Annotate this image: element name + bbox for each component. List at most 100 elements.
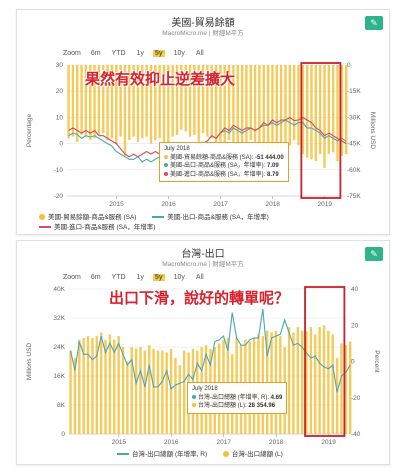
bar (169, 348, 173, 434)
legend-item[interactable]: 美國-進口-商品&服務 (SA，年增率) (39, 221, 155, 231)
range-1y-button[interactable]: 1y (136, 274, 144, 281)
bar (165, 352, 168, 434)
bar (188, 65, 192, 137)
chart-panel-tw-export: 台灣-出口 MacroMicro.me | 財經M平方 ✎ Zoom 6m YT… (16, 240, 390, 465)
range-all-button[interactable]: All (195, 50, 204, 57)
bar (266, 65, 270, 153)
bar (240, 65, 244, 144)
bar (158, 65, 161, 139)
bar (318, 65, 322, 155)
bar (335, 357, 339, 434)
y-tick-label-left: 8K (57, 402, 66, 409)
bar (232, 65, 235, 142)
y-tick-label-right: -40 (351, 431, 361, 438)
bar (69, 350, 72, 434)
y-tick-label-right: -75K (347, 193, 361, 200)
y-tick-label-left: 0 (61, 431, 65, 438)
bar (152, 348, 155, 434)
chart-subtitle: MacroMicro.me | 財經M平方 (162, 30, 244, 37)
bar (287, 327, 291, 434)
edit-pencil-icon[interactable]: ✎ (365, 247, 383, 261)
tooltip-dot-icon (164, 163, 168, 168)
bar (149, 65, 153, 144)
bar (314, 334, 317, 434)
bar (97, 65, 101, 135)
tooltip-row: 台灣-出口總額 (年增率, R): 4.69 (192, 394, 282, 403)
bar (121, 347, 125, 434)
bar (119, 65, 122, 137)
range-ytd-button[interactable]: YTD (111, 50, 126, 57)
chart-tooltip: July 2018 台灣-出口總額 (年增率, R): 4.69 台灣-出口總額… (187, 382, 288, 414)
legend-item[interactable]: 台灣-出口總額 (年增率, R) (117, 448, 207, 458)
edit-pencil-icon[interactable]: ✎ (365, 16, 383, 30)
bar (253, 65, 257, 142)
bar (305, 331, 308, 434)
x-tick-label: 2015 (112, 439, 127, 446)
y-tick-label-right: -15K (347, 88, 361, 95)
tooltip-dot-icon (164, 154, 168, 159)
bar (331, 65, 335, 153)
bar (139, 347, 142, 434)
highlight-box (300, 62, 342, 199)
bar (78, 339, 81, 434)
range-6m-button[interactable]: 6m (90, 50, 101, 57)
range-10y-button[interactable]: 10y (173, 50, 185, 57)
bar (180, 65, 183, 130)
y-tick-label-left: -10 (54, 167, 64, 174)
bar (271, 65, 274, 158)
bar (91, 337, 94, 434)
tooltip-dot-icon (192, 394, 196, 399)
range-6m-button[interactable]: 6m (90, 274, 101, 281)
bar (130, 347, 133, 434)
tooltip-dot-icon (164, 171, 168, 176)
bar (93, 65, 96, 139)
range-all-button[interactable]: All (195, 274, 204, 281)
bar (340, 65, 344, 156)
y-axis-title-left: Millions USD (26, 343, 33, 381)
range-5y-button[interactable]: 5y (152, 50, 165, 57)
y-tick-label-right: -45K (347, 141, 361, 148)
bar (182, 350, 186, 434)
bar (292, 332, 295, 434)
bar (284, 65, 287, 151)
bar (336, 65, 339, 162)
legend-item[interactable]: 台灣-出口總額 (L) (222, 448, 283, 458)
bar (82, 337, 85, 434)
bar (323, 65, 326, 169)
bar (314, 65, 318, 162)
bar (262, 65, 265, 149)
y-tick-label-left: 10 (56, 114, 64, 121)
x-tick-label: 2019 (321, 439, 336, 446)
bar (206, 65, 209, 137)
highlight-box (304, 286, 346, 437)
bar (327, 330, 330, 434)
bar (95, 336, 98, 434)
range-ytd-button[interactable]: YTD (111, 274, 126, 281)
bar (344, 345, 348, 434)
bar (86, 336, 90, 434)
zoom-label: Zoom (63, 50, 81, 57)
x-tick-label: 2017 (217, 439, 232, 446)
range-1y-button[interactable]: 1y (136, 50, 144, 57)
range-10y-button[interactable]: 10y (173, 274, 185, 281)
legend-item[interactable]: 美國-出口-商品&服務 (SA，年增率) (152, 211, 269, 221)
chart-panel-us-trade: 美國-貿易餘額 MacroMicro.me | 財經M平方 ✎ Zoom 6m … (16, 9, 390, 235)
bar (174, 357, 177, 434)
chart-title: 美國-貿易餘額 (171, 18, 235, 29)
bar (300, 330, 304, 434)
tooltip-date: July 2018 (164, 146, 190, 152)
bar (301, 65, 305, 155)
legend-item[interactable]: 美國-貿易餘額-商品&服務 (SA) (39, 211, 136, 221)
bar (134, 348, 138, 434)
y-axis-title-right: Millions USD (369, 112, 376, 150)
bar (71, 65, 75, 137)
bar (108, 334, 112, 434)
bar (110, 65, 114, 139)
bar (143, 350, 147, 434)
series-line (70, 308, 351, 393)
chart-tooltip: July 2018 美國-貿易餘額-商品&服務 (SA): -51 444.00… (159, 142, 289, 182)
bar (214, 65, 218, 144)
bar (104, 339, 107, 434)
range-5y-button[interactable]: 5y (152, 274, 165, 281)
bar (80, 65, 83, 135)
